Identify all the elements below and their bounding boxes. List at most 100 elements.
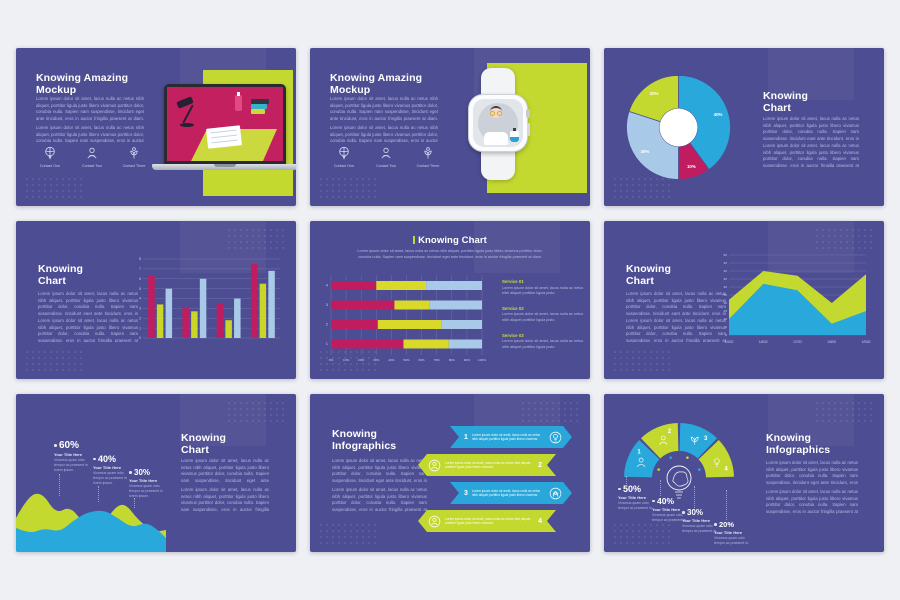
callout-connector: [626, 476, 627, 484]
watch-mockup: [468, 94, 530, 152]
service-item: Service 03 Lorem ipsum dolor sit amet, l…: [502, 333, 586, 351]
laptop-base: [152, 164, 296, 170]
svg-text:45: 45: [724, 261, 728, 265]
step-number: 4: [538, 517, 542, 525]
slide-title: Knowing Chart: [181, 432, 227, 457]
arrow-step-1: 1 Lorem ipsum dolor sit amet, lacus null…: [450, 426, 572, 448]
svg-text:2: 2: [139, 316, 141, 320]
contact-item: Contact Three: [120, 146, 148, 168]
step-number: 1: [464, 433, 468, 441]
callout-body: Vivamus quam odio tempor ac praesent in.: [618, 501, 653, 511]
contact-list: Contact One Contact Two Contact Three: [330, 146, 442, 168]
arrow-list: 1 Lorem ipsum dolor sit amet, lacus null…: [418, 426, 582, 538]
callout-value: 60%: [54, 440, 96, 451]
slide-gauge-infographics[interactable]: 1 2 3 4 50% Your Title Here Vivamus quam od…: [604, 394, 884, 552]
glasses-shape: [490, 111, 495, 116]
donut-chart: 40% 10% 30% 20%: [622, 71, 735, 184]
callout-value: 40%: [652, 496, 690, 506]
callout-body: Vivamus quam odio tempor ac praesent in.: [714, 536, 749, 546]
service-title: Service 03: [502, 332, 524, 338]
callout-20: 20% Your Title Here Vivamus quam odio te…: [714, 520, 752, 546]
slide-subtitle: Lorem ipsum dolor sit amet, lacus nulla …: [357, 249, 543, 259]
svg-text:40: 40: [724, 269, 728, 273]
service-title: Service 01: [502, 279, 524, 284]
body-paragraph: Lorem ipsum dolor sit amet, lacus nulla …: [332, 458, 427, 483]
slide-title: Knowing Infographics: [332, 428, 397, 453]
slide-title: Knowing Chart: [626, 263, 672, 288]
svg-text:100%: 100%: [478, 358, 486, 362]
callout-title: Your Title Here: [129, 478, 158, 483]
svg-text:5: 5: [139, 287, 141, 291]
glasses-shape: [497, 111, 502, 116]
svg-text:25: 25: [724, 293, 728, 297]
watch-button: [526, 123, 530, 136]
step-number: 3: [464, 489, 468, 497]
overlay-rect: [768, 221, 854, 273]
svg-text:60%: 60%: [418, 358, 424, 362]
svg-text:2: 2: [326, 322, 329, 327]
svg-text:2: 2: [668, 429, 672, 435]
slide-bar-chart[interactable]: Knowing Chart Lorem ipsum dolor sit amet…: [16, 221, 296, 379]
idea-balloon-icon: [339, 146, 349, 160]
dot-pattern: [612, 176, 674, 200]
body-paragraph: Lorem ipsum dolor sit amet, lacus nulla …: [763, 143, 859, 167]
watch-screen-illustration: [473, 99, 523, 147]
body-paragraph: Lorem ipsum dolor sit amet, lacus nulla …: [181, 458, 269, 483]
callout-title: Your Title Here: [714, 530, 743, 535]
svg-text:1/6/02: 1/6/02: [759, 340, 768, 344]
dot-pattern: [24, 349, 86, 373]
body-paragraph: Lorem ipsum dolor sit amet, lacus nulla …: [38, 291, 138, 315]
svg-text:30%: 30%: [373, 358, 379, 362]
service-body: Lorem ipsum dolor sit amet, lacus nulla …: [502, 285, 584, 296]
slide-area-chart[interactable]: Knowing Chart Lorem ipsum dolor sit amet…: [604, 221, 884, 379]
callout-body: Vivamus quam odio tempor ac praesent in …: [54, 458, 88, 473]
idea-balloon-icon: [45, 146, 55, 160]
bottle-shape: [235, 92, 242, 111]
slide-title: Knowing Amazing Mockup: [36, 72, 129, 97]
contact-label: Contact Two: [82, 164, 102, 168]
slide-title: Knowing Chart: [763, 90, 809, 115]
callout-title: Your Title Here: [93, 465, 122, 470]
lamp-shape: [182, 104, 194, 124]
body-paragraph: Lorem ipsum dolor sit amet, lacus nulla …: [332, 487, 427, 512]
svg-text:3: 3: [139, 307, 141, 311]
contact-label: Contact Two: [376, 164, 396, 168]
stacked-area-chart: 0 5 10 15 20 25 30 35 40 45 50 1/5/02 1/6/02 1/7/02 1/…: [716, 249, 872, 353]
slide-mockup-laptop[interactable]: Knowing Amazing Mockup Lorem ipsum dolor…: [16, 48, 296, 206]
arrow-step-3: 3 Lorem ipsum dolor sit amet, lacus null…: [450, 482, 572, 504]
person-icon: [87, 147, 97, 159]
laptop-mockup: [164, 84, 286, 164]
service-item: Service 01 Lorem ipsum dolor sit amet, l…: [502, 279, 586, 297]
svg-text:90%: 90%: [464, 358, 470, 362]
slide-arrow-infographics[interactable]: Knowing Infographics Lorem ipsum dolor s…: [310, 394, 590, 552]
svg-text:7: 7: [139, 267, 141, 271]
slide-pie-chart[interactable]: 40% 10% 30% 20% Knowing Chart Lorem ipsum d…: [604, 48, 884, 206]
slide-mockup-watch[interactable]: Knowing Amazing Mockup Lorem ipsum dolor…: [310, 48, 590, 206]
lamp-shape: [180, 123, 194, 127]
slide-wave-chart[interactable]: 60% Your Title Here Vivamus quam odio te…: [16, 394, 296, 552]
dot-pattern: [226, 227, 288, 251]
callout-value: 20%: [714, 520, 752, 529]
person-icon: [428, 515, 441, 528]
body-paragraph: Lorem ipsum dolor sit amet, lacus nulla …: [181, 487, 269, 512]
svg-text:20%: 20%: [358, 358, 364, 362]
head-bulb-icon: [549, 487, 562, 500]
callout-connector: [98, 486, 99, 502]
svg-text:0: 0: [725, 333, 727, 337]
slide-title: Knowing Chart: [38, 263, 84, 288]
dot-pattern: [226, 400, 288, 424]
callout-connector: [660, 480, 661, 496]
step-text: Lorem ipsum dolor sit amet, lacus nulla …: [445, 460, 531, 469]
contact-item: Contact One: [36, 146, 64, 168]
body-paragraph: Lorem ipsum dolor sit amet, lacus nulla …: [330, 125, 438, 144]
callout-value: 30%: [682, 508, 720, 517]
svg-text:50%: 50%: [403, 358, 409, 362]
svg-text:4: 4: [724, 467, 728, 473]
grouped-bar-chart: 0 1 2 3 4 5 6 7 8: [132, 253, 284, 353]
step-number: 2: [538, 461, 542, 469]
slide-stacked-bar-chart[interactable]: Knowing Chart Lorem ipsum dolor sit amet…: [310, 221, 590, 379]
dot-pattern: [318, 522, 380, 546]
contact-item: Contact Two: [78, 146, 106, 168]
callout-title: Your Title Here: [682, 518, 711, 523]
callout-30: 30% Your Title Here Vivamus quam odio te…: [129, 468, 171, 499]
